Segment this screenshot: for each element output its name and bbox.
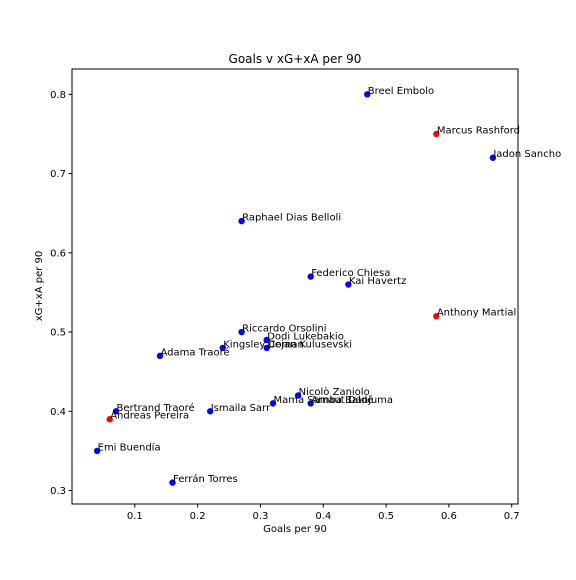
- data-point: [93, 447, 101, 455]
- data-point-labels: Breel Embolo Marcus Rashford Jadon Sancho R…: [98, 86, 562, 485]
- data-point: [364, 91, 371, 98]
- x-tick-label: 0.2: [190, 511, 206, 522]
- data-point: [433, 130, 440, 138]
- chart-title: Goals v xG+xA per 90: [229, 52, 362, 66]
- data-point-label: Bertrand Traoré: [116, 402, 194, 414]
- y-axis-ticks: 0.3 0.4 0.5 0.6 0.7 0.8: [50, 90, 72, 497]
- data-point: [238, 217, 245, 225]
- y-tick-label: 0.8: [50, 90, 66, 101]
- data-point: [238, 328, 245, 336]
- y-axis-label: xG+xA per 90: [34, 251, 45, 322]
- x-tick-label: 0.3: [252, 511, 268, 522]
- data-point: [106, 416, 113, 423]
- data-point: [307, 273, 314, 280]
- data-point-label: Adama Traoré: [160, 346, 229, 358]
- data-point-label: Kingsley Coman: [223, 339, 304, 350]
- y-tick-label: 0.7: [50, 169, 66, 180]
- y-tick-label: 0.5: [50, 328, 66, 339]
- data-point-label: Ferrán Torres: [173, 473, 238, 485]
- y-tick-label: 0.4: [50, 407, 66, 418]
- data-point: [433, 313, 440, 320]
- y-tick-label: 0.6: [50, 248, 66, 259]
- data-point-label: Ismaila Sarr: [211, 403, 271, 414]
- x-tick-label: 0.1: [127, 511, 143, 522]
- data-point: [307, 400, 314, 407]
- data-point-label: Kai Havertz: [349, 276, 406, 287]
- x-axis-ticks: 0.1 0.2 0.3 0.4 0.5 0.6 0.7: [127, 504, 520, 522]
- data-point-label: Federico Chiesa: [311, 268, 390, 279]
- data-point: [269, 400, 277, 407]
- data-point-label: Breel Embolo: [368, 86, 434, 97]
- data-point: [219, 344, 226, 352]
- data-point-label: Andreas Pereira: [110, 411, 189, 422]
- data-point-label: Anthony Martial: [437, 308, 516, 319]
- x-axis-label: Goals per 90: [263, 524, 327, 535]
- x-tick-label: 0.4: [315, 511, 331, 522]
- data-point-label: Riccardo Orsolini: [242, 324, 326, 335]
- data-point: [263, 336, 270, 344]
- data-point-label: Arnaut Danjuma: [311, 395, 393, 406]
- data-point: [345, 281, 352, 288]
- data-point: [489, 154, 497, 161]
- y-tick-label: 0.3: [50, 486, 66, 497]
- data-point-label: Mama Samba Baldé: [274, 394, 374, 406]
- data-point: [156, 352, 164, 360]
- data-points: [93, 91, 497, 486]
- data-point-label: Jadon Sancho: [492, 149, 561, 160]
- data-point-label: Nicolò Zaniolo: [299, 386, 370, 398]
- data-point-label: Marcus Rashford: [437, 125, 520, 136]
- data-point-label: Emi Buendía: [98, 441, 161, 453]
- data-point: [263, 344, 270, 352]
- x-tick-label: 0.7: [504, 511, 520, 522]
- x-tick-label: 0.6: [441, 511, 457, 522]
- data-point-label: Raphael Dias Belloli: [242, 213, 341, 224]
- plot-area: [71, 68, 519, 505]
- data-point: [206, 408, 214, 415]
- data-point: [294, 392, 302, 399]
- data-point: [169, 479, 176, 486]
- data-point-label: Dejan Kulusevski: [267, 339, 352, 350]
- axes-frame: [71, 68, 519, 505]
- data-point: [112, 408, 120, 415]
- data-point-label: Dodi Lukebakio: [267, 331, 344, 342]
- x-tick-label: 0.5: [378, 511, 394, 522]
